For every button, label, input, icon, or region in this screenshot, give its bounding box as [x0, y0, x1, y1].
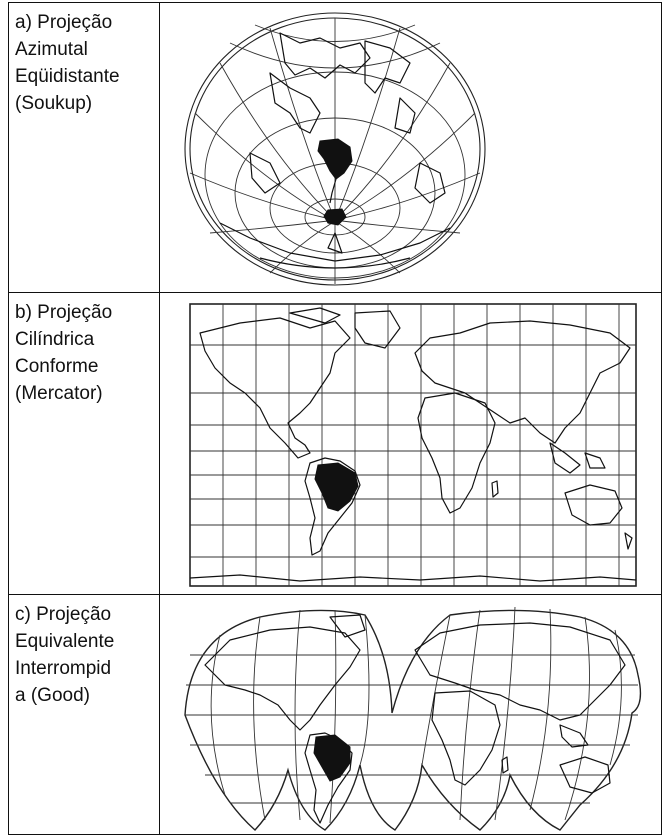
- projections-table: a) Projeção Azimutal Eqüidistante (Souku…: [8, 2, 662, 835]
- label-cell-a: a) Projeção Azimutal Eqüidistante (Souku…: [8, 2, 160, 293]
- label-cell-c: c) Projeção Equivalente Interrompid a (G…: [8, 594, 160, 835]
- goode-map: [184, 606, 642, 831]
- azimuthal-map: [184, 12, 486, 286]
- row-azimuthal: a) Projeção Azimutal Eqüidistante (Souku…: [8, 2, 662, 293]
- mercator-map: [189, 303, 637, 587]
- map-cell-c: [159, 594, 662, 835]
- projection-label-b: b) Projeção Cilíndrica Conforme (Mercato…: [15, 302, 113, 404]
- row-mercator: b) Projeção Cilíndrica Conforme (Mercato…: [8, 292, 662, 595]
- projection-label-c: c) Projeção Equivalente Interrompid a (G…: [15, 604, 115, 706]
- row-goode: c) Projeção Equivalente Interrompid a (G…: [8, 594, 662, 835]
- map-cell-a: [159, 2, 662, 293]
- map-cell-b: [159, 292, 662, 595]
- label-cell-b: b) Projeção Cilíndrica Conforme (Mercato…: [8, 292, 160, 595]
- projection-label-a: a) Projeção Azimutal Eqüidistante (Souku…: [15, 12, 120, 114]
